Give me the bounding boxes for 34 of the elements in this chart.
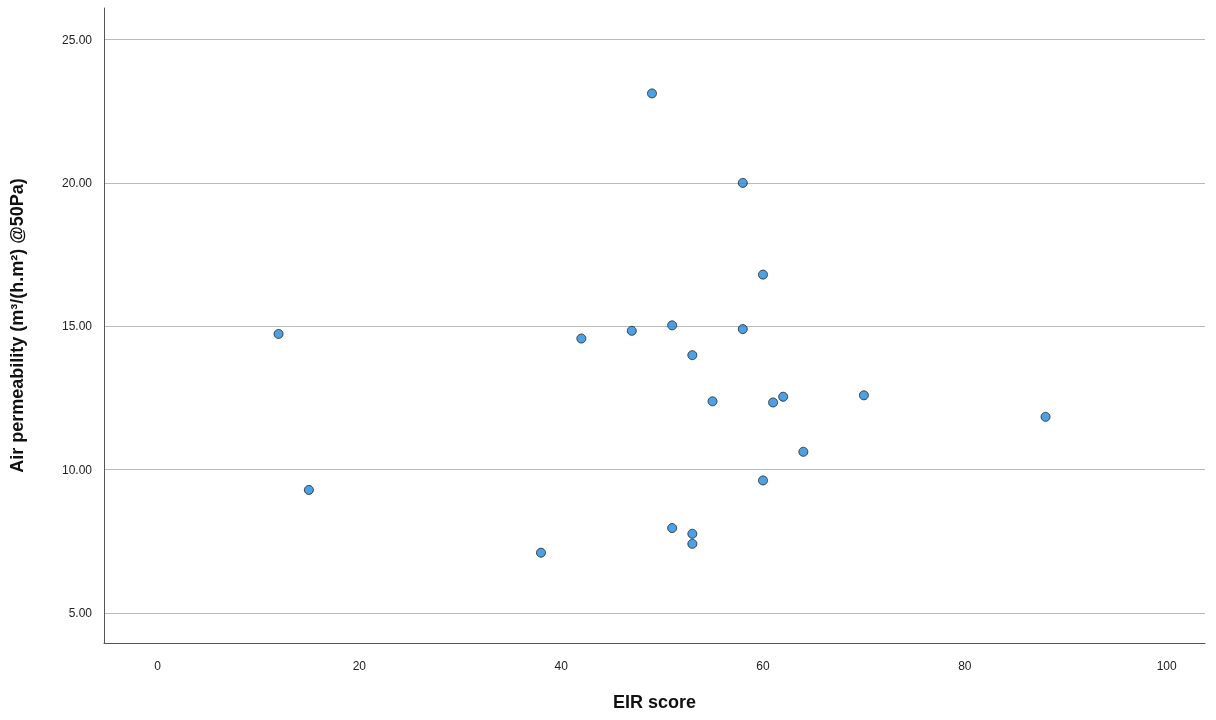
point (687, 350, 698, 361)
y-tick-label: 25.00 (61, 32, 93, 47)
point (737, 324, 748, 335)
point (687, 528, 698, 539)
point (626, 325, 637, 336)
point (667, 523, 678, 534)
x-axis-title: EIR score (612, 692, 697, 712)
point (757, 475, 768, 486)
point (646, 88, 657, 99)
point (687, 538, 698, 549)
point (667, 320, 678, 331)
point (737, 177, 748, 188)
point (757, 269, 768, 280)
point (707, 396, 718, 407)
y-axis-title: Air permeability (m³/(h.m²) @50Pa) (7, 178, 27, 473)
point (858, 390, 869, 401)
x-tick-label: 0 (154, 659, 162, 673)
point (798, 446, 809, 457)
point (273, 328, 284, 339)
point (1040, 411, 1051, 422)
x-tick-label: 80 (958, 659, 972, 673)
y-tick-label: 10.00 (61, 462, 93, 477)
x-tick-label: 20 (352, 659, 367, 673)
y-tick-label: 15.00 (61, 319, 93, 334)
point (768, 397, 779, 408)
x-tick-label: 40 (554, 659, 569, 673)
point (576, 333, 587, 344)
point (303, 484, 314, 495)
y-tick-label: 20.00 (61, 175, 93, 190)
x-tick-label: 60 (756, 659, 770, 673)
point (535, 547, 546, 558)
x-tick-label: 100 (1156, 659, 1177, 673)
y-tick-label: 5.00 (68, 605, 93, 620)
point (778, 391, 789, 402)
